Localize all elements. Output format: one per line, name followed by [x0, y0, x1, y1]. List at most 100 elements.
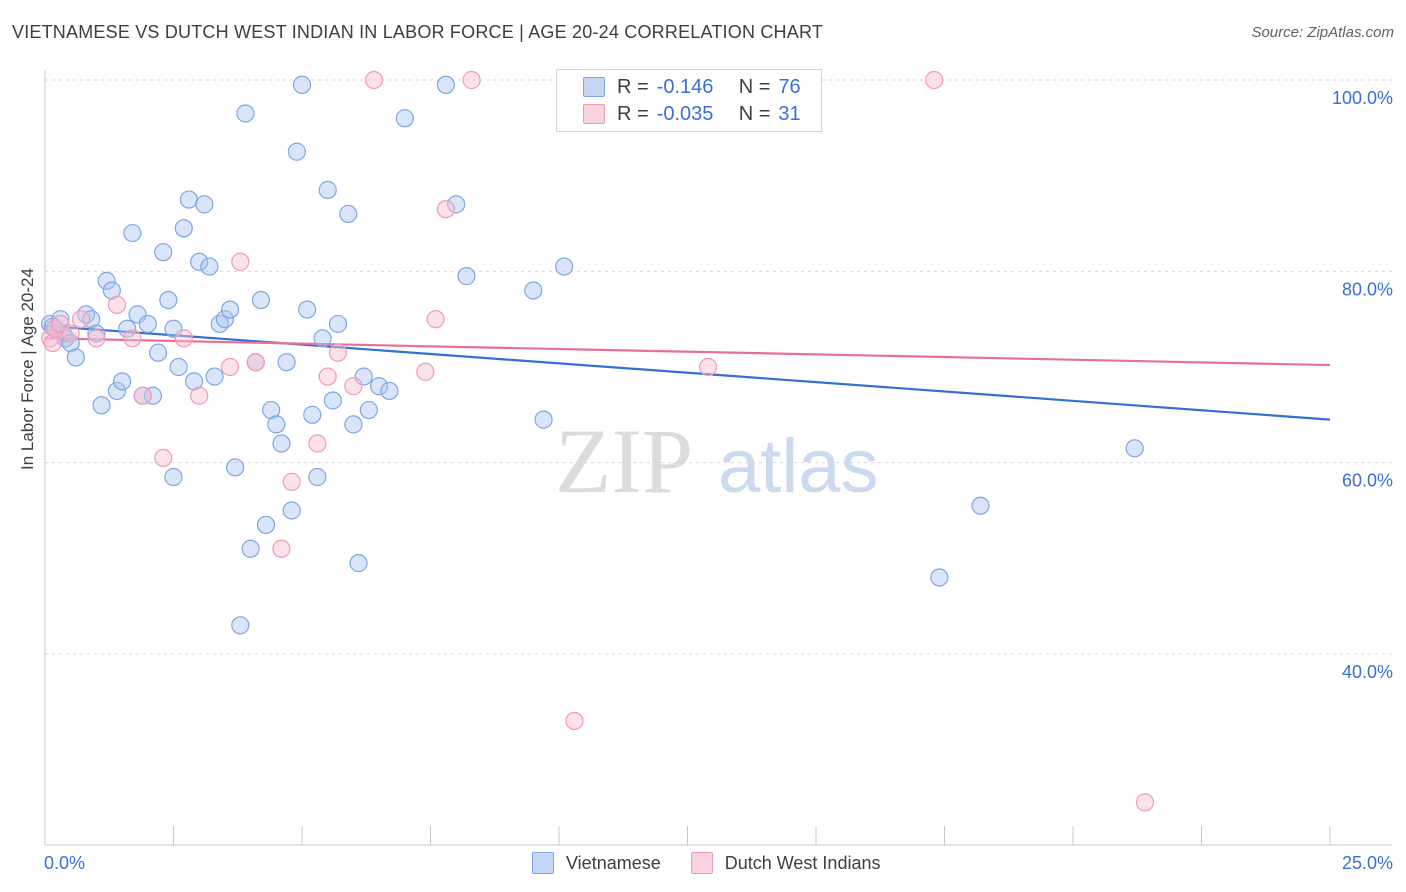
data-point-vietnamese [200, 257, 219, 276]
data-point-dutch-west-indians [282, 472, 301, 491]
trend-line-dutch-west-indians [44, 337, 1331, 367]
y-tick-label: 80.0% [1342, 279, 1393, 299]
data-point-dutch-west-indians [41, 329, 60, 348]
y-tick-label: 100.0% [1332, 88, 1393, 108]
legend-swatch-vietnamese [583, 77, 605, 97]
data-point-vietnamese [272, 434, 291, 453]
x-tick-label: 0.0% [44, 853, 85, 873]
data-point-vietnamese [159, 290, 178, 310]
series-legend: Vietnamese Dutch West Indians [532, 852, 910, 874]
n-label: N = [738, 102, 771, 125]
data-point-dutch-west-indians [154, 448, 173, 467]
data-point-vietnamese [457, 267, 476, 286]
data-point-dutch-west-indians [220, 357, 240, 377]
data-point-dutch-west-indians [328, 343, 348, 362]
data-point-vietnamese [524, 281, 543, 300]
data-point-dutch-west-indians [43, 333, 62, 353]
data-point-dutch-west-indians [308, 434, 327, 453]
data-point-vietnamese [241, 539, 260, 558]
data-point-dutch-west-indians [133, 386, 152, 405]
data-point-vietnamese [112, 372, 132, 391]
data-point-vietnamese [169, 357, 188, 377]
n-label: N = [738, 75, 771, 98]
data-point-vietnamese [61, 333, 80, 353]
r-label: R = [617, 102, 649, 125]
data-point-vietnamese [205, 367, 224, 386]
legend-row-dutch-west-indians: R = -0.035 N = 31 [557, 101, 801, 127]
data-point-vietnamese [287, 142, 306, 161]
data-point-dutch-west-indians [426, 310, 445, 329]
data-point-dutch-west-indians [565, 711, 584, 731]
r-value: -0.146 [656, 75, 714, 98]
data-point-vietnamese [282, 501, 301, 520]
data-point-vietnamese [277, 353, 296, 372]
axes [44, 70, 1392, 846]
data-point-vietnamese [349, 554, 368, 573]
data-point-vietnamese [328, 314, 348, 334]
data-point-vietnamese [292, 75, 312, 94]
data-point-vietnamese [447, 195, 466, 214]
legend-item-vietnamese: Vietnamese [532, 852, 661, 874]
data-point-vietnamese [102, 281, 121, 300]
data-point-vietnamese [220, 300, 240, 319]
data-point-dutch-west-indians [925, 70, 944, 90]
data-point-vietnamese [148, 343, 168, 362]
n-value: 76 [778, 75, 801, 98]
data-point-vietnamese [303, 405, 322, 424]
legend-item-dutch-west-indians: Dutch West Indians [690, 852, 880, 874]
legend-label-vietnamese: Vietnamese [566, 852, 661, 873]
data-point-vietnamese [87, 324, 106, 343]
tick-labels: 40.0% 60.0% 80.0% 100.0% 0.0% 25.0% [44, 88, 1393, 873]
data-point-dutch-west-indians [364, 70, 384, 90]
data-point-vietnamese [107, 381, 127, 401]
data-point-dutch-west-indians [107, 295, 127, 314]
data-point-vietnamese [534, 410, 553, 429]
y-axis-label: In Labor Force | Age 20-24 [18, 268, 37, 470]
data-point-vietnamese [231, 616, 250, 635]
watermark-zip: ZIP [555, 410, 693, 512]
data-point-vietnamese [555, 257, 574, 276]
data-point-vietnamese [267, 415, 286, 434]
data-point-vietnamese [184, 372, 204, 391]
data-point-vietnamese [930, 568, 949, 587]
data-point-vietnamese [971, 496, 990, 515]
data-point-vietnamese [82, 310, 101, 329]
legend-swatch-vietnamese [532, 852, 554, 874]
watermark-atlas: atlas [718, 424, 879, 509]
data-point-dutch-west-indians [272, 539, 291, 558]
data-point-vietnamese [313, 329, 332, 348]
data-points [41, 70, 1155, 812]
data-point-vietnamese [123, 223, 142, 243]
data-point-vietnamese [370, 377, 389, 396]
trend-lines [44, 324, 1331, 421]
correlation-legend: R = -0.146 N = 76 R = -0.035 N = 31 [556, 69, 822, 132]
data-point-dutch-west-indians [462, 70, 481, 90]
data-point-dutch-west-indians [436, 200, 456, 219]
data-point-vietnamese [215, 310, 234, 329]
data-point-vietnamese [298, 300, 317, 319]
r-value: -0.035 [656, 102, 714, 125]
source-label: Source: ZipAtlas.com [1251, 24, 1394, 41]
data-point-vietnamese [179, 190, 199, 209]
data-point-vietnamese [154, 243, 173, 262]
data-point-vietnamese [256, 515, 276, 534]
data-point-vietnamese [1125, 439, 1144, 458]
data-point-vietnamese [380, 381, 399, 401]
data-point-vietnamese [308, 467, 327, 487]
data-point-vietnamese [138, 314, 157, 334]
data-point-dutch-west-indians [318, 367, 337, 386]
data-point-dutch-west-indians [123, 329, 142, 348]
data-point-vietnamese [262, 400, 281, 420]
grid-lines [45, 79, 1392, 655]
data-point-dutch-west-indians [231, 252, 250, 271]
data-point-dutch-west-indians [71, 310, 91, 329]
data-point-vietnamese [97, 271, 116, 290]
data-point-dutch-west-indians [416, 362, 435, 381]
data-point-vietnamese [323, 391, 342, 410]
data-point-vietnamese [174, 219, 193, 238]
r-label: R = [617, 75, 649, 98]
data-point-vietnamese [436, 75, 456, 94]
data-point-vietnamese [226, 458, 245, 477]
legend-swatch-dutch-west-indians [690, 852, 713, 874]
